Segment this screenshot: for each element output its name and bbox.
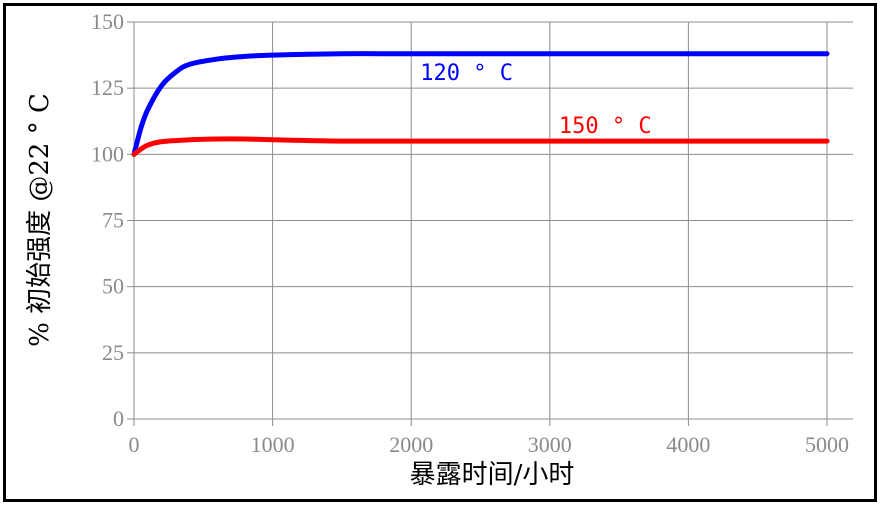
y-tick-label: 125 (91, 75, 124, 100)
y-tick-label: 75 (102, 208, 124, 233)
y-tick-label: 0 (113, 406, 124, 431)
x-tick-label: 2000 (389, 432, 433, 457)
x-tick-label: 4000 (666, 432, 710, 457)
x-axis-title: 暴露时间/小时 (410, 460, 575, 490)
x-tick-label: 1000 (251, 432, 295, 457)
y-tick-label: 100 (91, 141, 124, 166)
y-tick-label: 50 (102, 274, 124, 299)
series-label-2: 150 ° C (559, 114, 652, 139)
series-lines (131, 51, 830, 157)
series-label-1: 120 ° C (420, 61, 513, 86)
y-tick-label: 150 (91, 9, 124, 34)
x-tick-label: 3000 (528, 432, 572, 457)
x-tick-label: 5000 (805, 432, 849, 457)
axes: 0 25 50 75 100 125 150 0 1000 2000 3000 4000 5000 (91, 9, 849, 457)
series-line-1 (131, 51, 830, 157)
y-axis-title: % 初始强度 @22 ° C (25, 93, 55, 347)
grid (133, 21, 853, 420)
series-line-2 (131, 136, 830, 157)
y-tick-label: 25 (102, 340, 124, 365)
x-tick-label: 0 (129, 432, 140, 457)
series-labels: 120 ° C 150 ° C (420, 61, 651, 139)
